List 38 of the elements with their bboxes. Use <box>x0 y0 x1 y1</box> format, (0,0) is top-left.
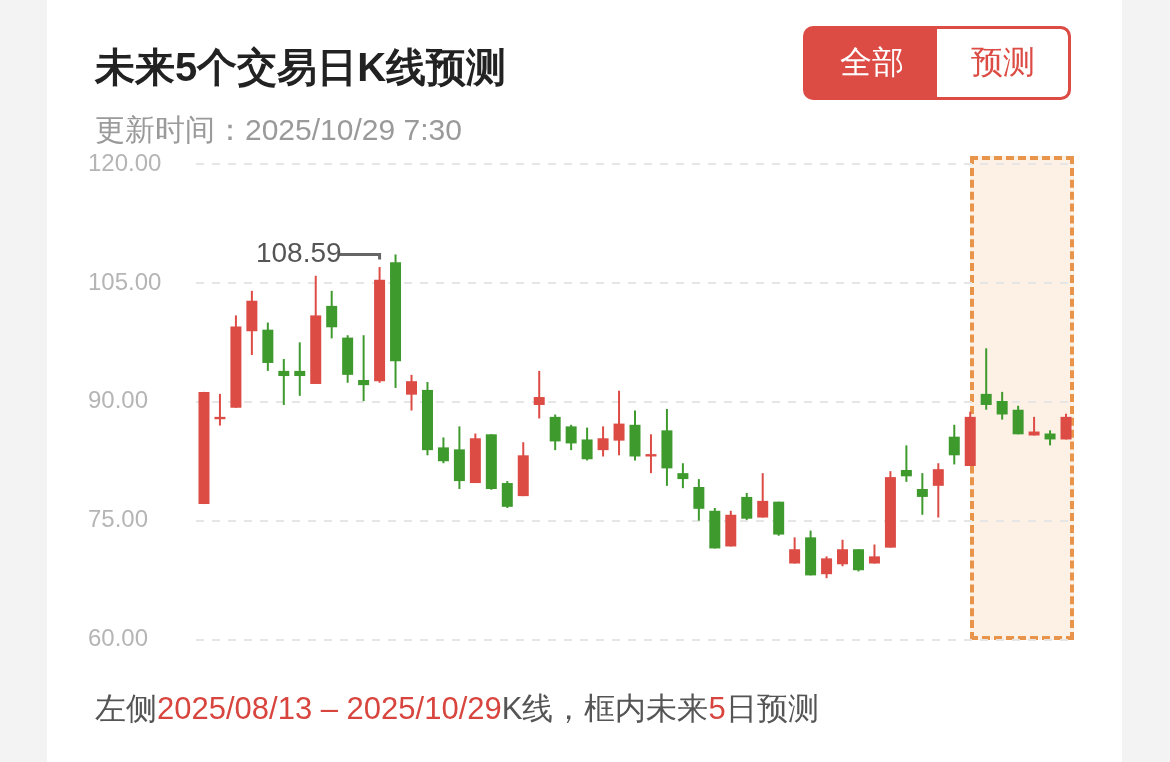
text: 左侧2025/08/13 – 2025/10/29K线，框内未来5日预测 <box>95 691 819 726</box>
y-tick-label: 60.00 <box>88 624 149 652</box>
candlestick <box>837 538 849 568</box>
chart-subtitle: 更新时间：2025/10/29 7:30 <box>95 113 462 146</box>
chart-title: 未来5个交易日K线预测 <box>95 44 507 91</box>
candlestick <box>757 472 769 519</box>
candlestick <box>900 444 912 483</box>
candlestick <box>789 536 801 565</box>
candlestick <box>852 548 864 573</box>
candlestick <box>613 389 625 457</box>
candlestick <box>677 462 689 490</box>
candlestick <box>948 423 960 466</box>
candlestick <box>741 491 753 521</box>
candlestick <box>406 373 418 412</box>
candlestick <box>326 289 338 340</box>
y-tick-label: 120.00 <box>88 148 162 176</box>
y-tick-label: 105.00 <box>88 267 162 295</box>
candlestick <box>358 334 370 403</box>
candlestick <box>294 341 306 397</box>
candlestick <box>565 423 577 452</box>
candlestick <box>932 462 944 519</box>
candlestick <box>916 472 928 516</box>
candlestick <box>278 358 290 406</box>
candlestick <box>437 436 449 465</box>
segmented-control: 全部 预测 <box>803 26 1071 100</box>
candlestick <box>693 478 705 522</box>
y-tick-label: 75.00 <box>88 505 149 533</box>
candlestick <box>1060 412 1072 441</box>
candlestick <box>996 390 1008 421</box>
candlestick <box>868 543 880 565</box>
candlestick <box>581 426 593 462</box>
candlestick <box>821 555 833 580</box>
y-tick-label: 90.00 <box>88 386 149 414</box>
candlestick <box>597 425 609 458</box>
candlestick <box>980 347 992 411</box>
candlestick <box>533 369 545 420</box>
candlestick <box>501 480 513 510</box>
annotation: 108.59 <box>255 237 342 269</box>
